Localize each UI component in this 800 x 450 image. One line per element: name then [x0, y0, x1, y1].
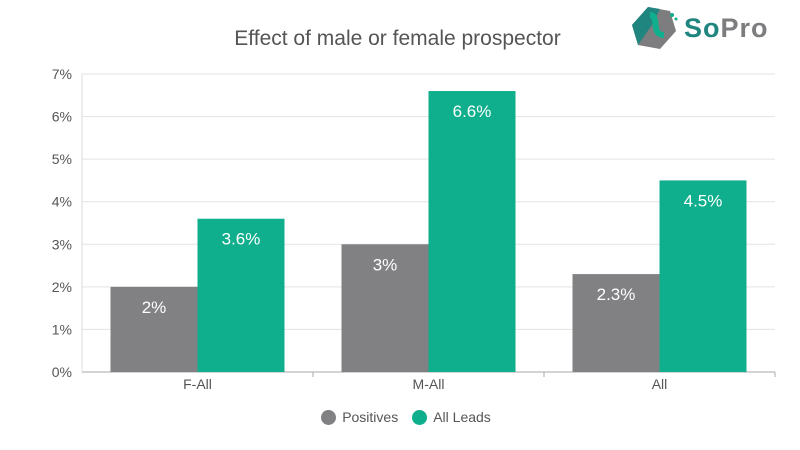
bar-all-leads — [659, 180, 747, 372]
legend-item-positives[interactable]: Positives — [321, 409, 398, 425]
legend-label: Positives — [342, 409, 399, 425]
legend-swatch — [321, 409, 337, 425]
y-tick-label: 5% — [52, 151, 72, 167]
x-tick-label: F-All — [183, 376, 212, 392]
y-tick-label: 1% — [52, 321, 72, 337]
y-tick-label: 4% — [52, 194, 72, 210]
y-tick-label: 0% — [52, 364, 72, 380]
data-label: 2% — [142, 298, 167, 317]
legend-swatch — [412, 409, 428, 425]
y-tick-label: 7% — [52, 66, 72, 82]
y-tick-label: 2% — [52, 279, 72, 295]
legend-label: All Leads — [433, 409, 491, 425]
y-tick-label: 3% — [52, 236, 72, 252]
data-label: 4.5% — [684, 191, 723, 210]
bar-positives — [110, 286, 198, 372]
data-label: 3% — [373, 255, 398, 274]
legend-item-all-leads[interactable]: All Leads — [412, 409, 491, 425]
chart-title: Effect of male or female prospector — [234, 27, 561, 50]
data-label: 2.3% — [597, 285, 636, 304]
x-tick-label: M-All — [413, 376, 445, 392]
bar-positives — [572, 274, 660, 372]
data-label: 6.6% — [453, 102, 492, 121]
logo-text-so: So — [684, 12, 721, 43]
legend: Positives All Leads — [0, 409, 800, 425]
bar-positives — [341, 244, 429, 372]
bar-all-leads — [428, 91, 516, 373]
x-tick-label: All — [652, 376, 668, 392]
sopro-logo: SoPro — [630, 5, 769, 51]
logo-text-pro: Pro — [720, 12, 769, 43]
data-label: 3.6% — [222, 230, 261, 249]
logo-hexagon-icon — [632, 7, 678, 49]
y-tick-label: 6% — [52, 109, 72, 125]
bar-all-leads — [197, 218, 285, 372]
